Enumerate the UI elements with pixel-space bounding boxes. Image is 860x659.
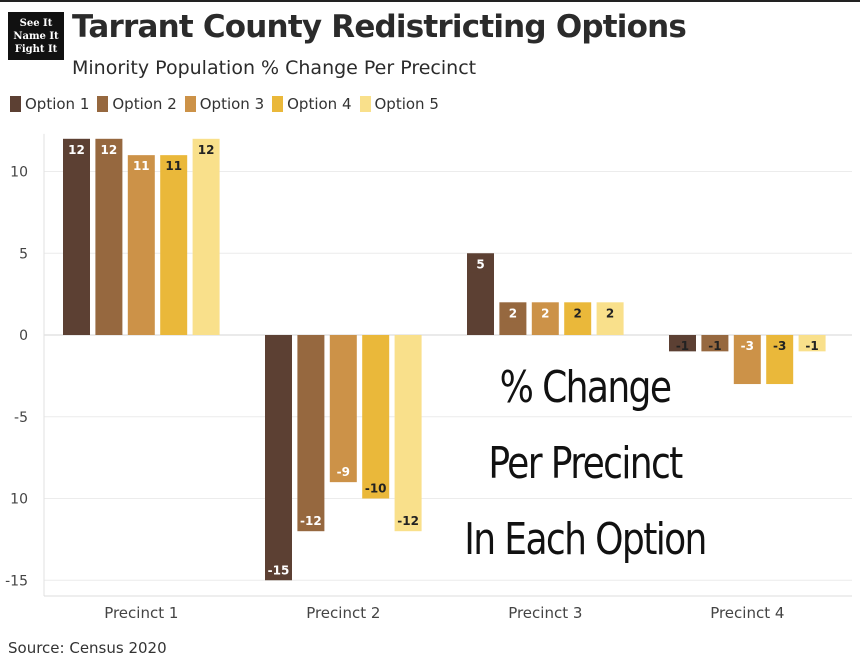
bar-option-1-precinct-4 <box>669 335 696 352</box>
y-tick-label: -5 <box>14 410 28 426</box>
data-label: -1 <box>676 339 689 353</box>
data-label-box <box>162 157 185 175</box>
data-label-box <box>130 157 153 175</box>
data-label: 12 <box>68 143 85 157</box>
bar-option-2-precinct-2 <box>297 335 325 532</box>
data-label: -3 <box>741 339 754 353</box>
y-tick-label: -15 <box>5 573 28 589</box>
data-label: 12 <box>101 143 118 157</box>
chart-subtitle: Minority Population % Change Per Precinc… <box>72 57 477 79</box>
bar-option-2-precinct-4 <box>701 335 729 352</box>
legend-swatch-option-1 <box>10 96 21 112</box>
data-label-box <box>65 140 88 158</box>
bar-option-5-precinct-4 <box>798 335 826 352</box>
data-label-box <box>469 255 492 273</box>
data-label: -1 <box>708 339 721 353</box>
data-label-box <box>195 140 218 158</box>
bar-option-5-precinct-2 <box>394 335 422 532</box>
x-category-label: Precinct 3 <box>508 604 582 622</box>
data-label: 12 <box>198 143 215 157</box>
legend-label-option-4: Option 4 <box>287 95 352 113</box>
bar-option-3-precinct-1 <box>127 155 155 335</box>
data-label: -12 <box>300 514 322 528</box>
bar-option-4-precinct-2 <box>362 335 390 499</box>
legend-item-option-1[interactable]: Option 1 <box>10 95 89 113</box>
source-note: Source: Census 2020 <box>8 639 167 657</box>
overlay-line-1: % Change <box>499 362 672 413</box>
data-label-box <box>566 304 589 322</box>
x-category-label: Precinct 2 <box>306 604 380 622</box>
overlay-line-3: In Each Option <box>464 514 707 565</box>
data-label: -3 <box>773 339 786 353</box>
data-label: -15 <box>268 563 290 577</box>
data-label-box <box>267 561 290 579</box>
data-label: 2 <box>509 306 517 320</box>
legend-item-option-5[interactable]: Option 5 <box>359 95 439 113</box>
top-rule <box>0 0 860 2</box>
logo-line-2: Name It <box>13 30 59 42</box>
data-label: -9 <box>337 465 350 479</box>
bar-option-1-precinct-2 <box>265 335 292 581</box>
data-label-box <box>364 479 387 497</box>
data-label-box <box>736 337 759 354</box>
legend-label-option-3: Option 3 <box>199 95 265 113</box>
legend-label-option-1: Option 1 <box>25 95 90 113</box>
data-label-box <box>599 304 622 322</box>
x-category-label: Precinct 4 <box>710 604 784 622</box>
bar-option-1-precinct-1 <box>63 138 90 335</box>
data-label: 11 <box>133 159 150 173</box>
legend-label-option-2: Option 2 <box>112 95 177 113</box>
data-label-box <box>501 304 524 322</box>
data-label-box <box>534 304 557 322</box>
legend-swatch-option-2 <box>97 96 109 112</box>
chart-title: Tarrant County Redistricting Options <box>72 9 687 45</box>
y-tick-label: 10 <box>10 165 28 181</box>
y-tick-label: 5 <box>19 246 28 262</box>
bar-option-3-precinct-2 <box>329 335 357 483</box>
x-category-label: Precinct 1 <box>104 604 178 622</box>
logo-line-1: See It <box>19 17 53 29</box>
data-label: -1 <box>805 339 818 353</box>
y-tick-label: 10 <box>10 492 28 508</box>
data-label: 2 <box>541 306 549 320</box>
legend-swatch-option-5 <box>359 96 371 112</box>
data-label: 5 <box>476 257 484 271</box>
legend-item-option-2[interactable]: Option 2 <box>97 95 177 113</box>
logo-line-3: Fight It <box>14 43 58 55</box>
bar-option-2-precinct-1 <box>95 138 123 335</box>
data-label: -12 <box>397 514 419 528</box>
data-label: 11 <box>165 159 182 173</box>
bar-option-4-precinct-1 <box>160 155 188 335</box>
legend-item-option-4[interactable]: Option 4 <box>272 95 352 113</box>
y-tick-label: 0 <box>19 328 28 344</box>
overlay-line-2: Per Precinct <box>488 438 683 489</box>
data-label-box <box>97 140 120 158</box>
data-label-box <box>768 337 791 354</box>
legend: Option 1 Option 2 Option 3 Option 4 Opti… <box>10 95 447 113</box>
bar-option-5-precinct-1 <box>192 138 220 335</box>
data-label-box <box>299 512 322 530</box>
data-label-box <box>397 512 420 530</box>
data-label: -10 <box>365 482 387 496</box>
legend-item-option-3[interactable]: Option 3 <box>184 95 265 113</box>
legend-label-option-5: Option 5 <box>374 95 439 113</box>
logo: See It Name It Fight It <box>8 12 64 60</box>
data-label-box <box>332 463 355 481</box>
overlay-caption: % Change Per Precinct In Each Option <box>450 350 721 578</box>
data-label: 2 <box>606 306 614 320</box>
legend-swatch-option-4 <box>272 96 284 112</box>
data-label: 2 <box>574 306 582 320</box>
legend-swatch-option-3 <box>184 96 196 112</box>
